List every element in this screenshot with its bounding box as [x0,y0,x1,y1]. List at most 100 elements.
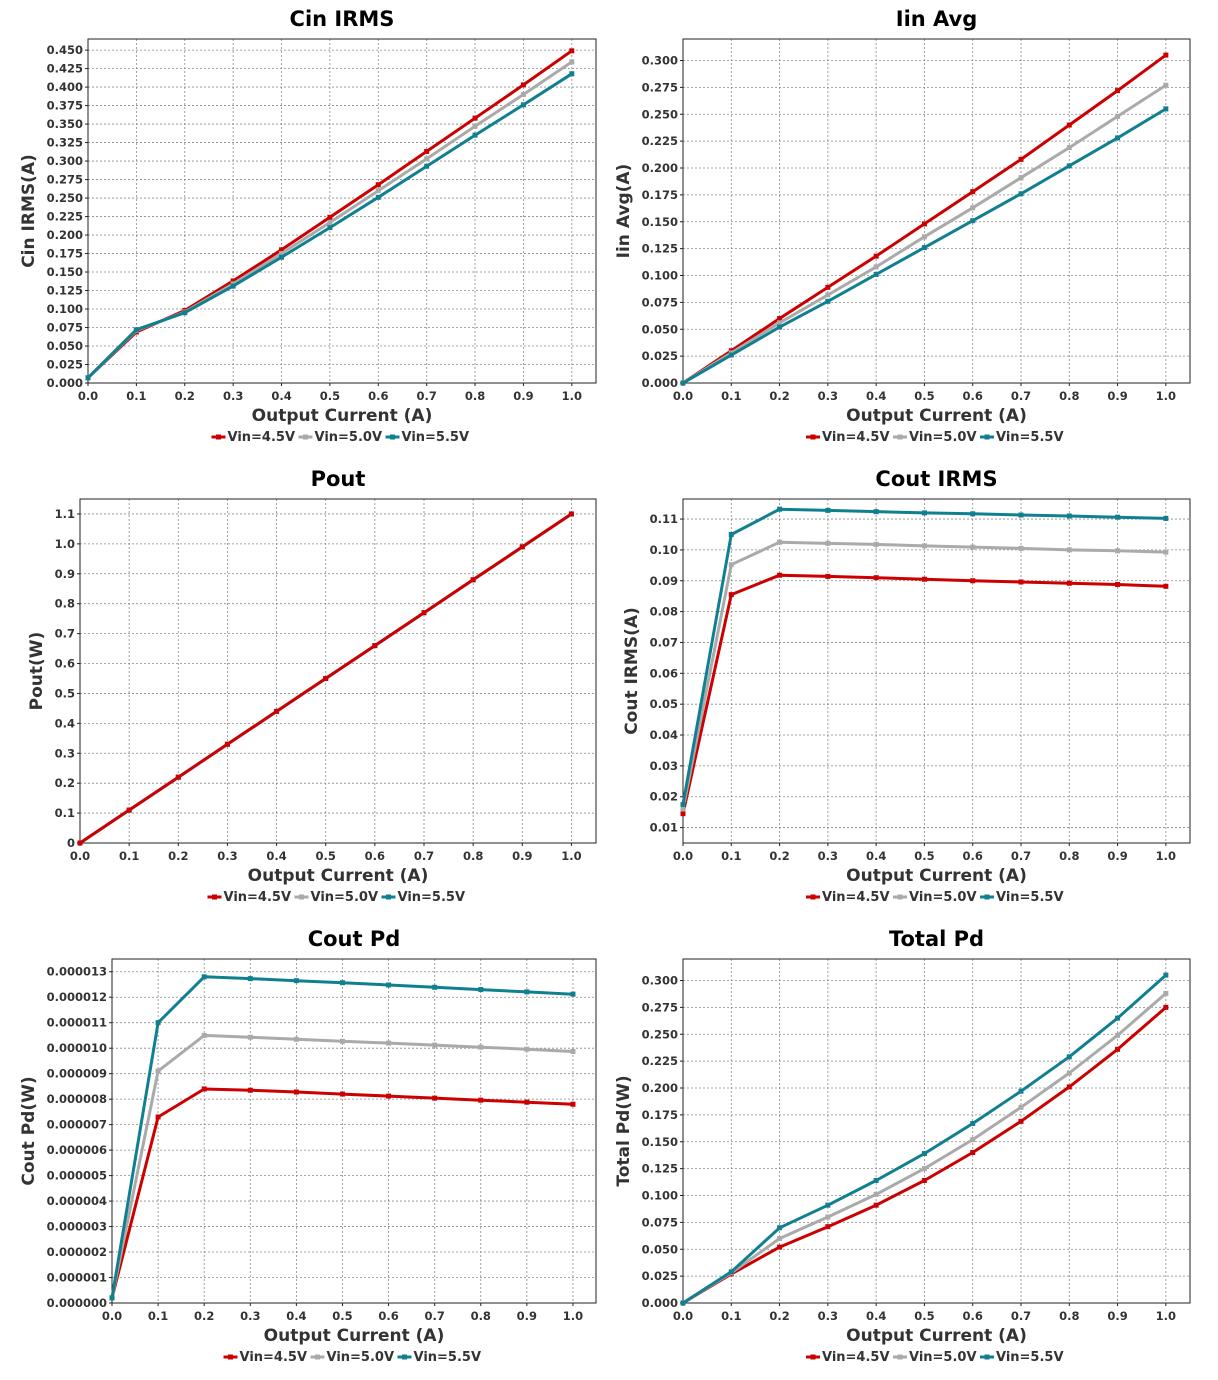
y-tick-label: 0.000008 [47,1092,107,1106]
data-point [155,1068,161,1074]
x-tick-label: 0.6 [365,849,385,863]
data-point [182,310,188,316]
data-point [520,91,526,97]
data-point [293,1089,299,1095]
x-tick-label: 0.6 [963,849,983,863]
x-tick-label: 1.0 [1156,849,1176,863]
x-tick-label: 0.4 [271,389,291,403]
data-point [1066,163,1072,169]
data-point [970,578,976,584]
data-point [921,245,927,251]
x-axis-label: Output Current (A) [248,866,429,886]
y-tick-label: 0.150 [642,215,678,229]
legend-label: Vin=5.5V [996,430,1064,445]
x-axis-label: Output Current (A) [264,1326,445,1346]
data-point [680,380,686,386]
y-tick-label: 0.3 [55,746,75,760]
x-tick-label: 1.0 [1156,389,1176,403]
data-point [109,1295,115,1301]
y-tick-label: 0.000012 [47,990,107,1004]
y-tick-label: 0.7 [55,627,75,641]
data-point [921,576,927,582]
data-point [873,1191,879,1197]
data-point [133,327,139,333]
x-tick-label: 0.0 [673,1309,693,1323]
data-point [224,741,230,747]
data-point [1066,122,1072,128]
x-tick-label: 0.5 [320,389,340,403]
data-point [921,234,927,240]
x-tick-label: 0.8 [1059,1309,1079,1323]
legend-marker [315,1354,320,1360]
chart-5: Cout Pd 0.000000 0.000001 0.000002 0.000003 0… [19,927,597,1365]
y-tick-label: 0.075 [642,295,678,309]
x-axis-label: Output Current (A) [252,406,433,426]
y-tick-label: 0.5 [55,686,75,700]
x-tick-label: 0.7 [416,389,436,403]
y-tick-label: 0.01 [650,821,678,835]
chart-title: Iin Avg [896,7,978,31]
y-tick-label: 0.8 [55,597,75,611]
x-tick-label: 0.2 [769,389,789,403]
x-tick-label: 1.0 [563,1309,583,1323]
x-tick-label: 1.0 [1156,1309,1176,1323]
data-point [825,1224,831,1230]
data-point [1163,1004,1169,1010]
data-point [386,982,392,988]
data-point [970,218,976,224]
y-tick-label: 0.000000 [47,1296,107,1310]
y-tick-label: 0.200 [47,228,83,242]
plot-area [87,38,597,384]
legend-label: Vin=4.5V [228,430,296,445]
data-point [570,1048,576,1054]
data-point [472,123,478,129]
data-point [680,811,686,817]
legend-marker [897,894,903,900]
data-point [728,531,734,537]
y-tick-label: 1.0 [55,537,75,551]
data-point [372,643,378,649]
data-point [175,774,181,780]
data-point [1066,1054,1072,1060]
data-point [825,292,831,298]
data-point [1066,1070,1072,1076]
legend-marker [228,1354,233,1360]
y-tick-label: 0.250 [47,191,83,205]
legend-label: Vin=5.0V [327,1350,395,1365]
y-tick-label: 0.050 [47,339,83,353]
data-point [386,1093,392,1099]
data-point [1163,583,1169,589]
data-point [421,610,427,616]
data-point [1163,549,1169,555]
y-tick-label: 0.2 [55,776,75,790]
data-point [520,102,526,108]
x-tick-label: 0.3 [818,389,838,403]
data-point [293,978,299,984]
x-tick-label: 0.9 [517,1309,537,1323]
x-tick-label: 0.4 [866,1309,886,1323]
data-point [201,1032,207,1038]
data-point [77,840,83,846]
data-point [424,163,430,169]
y-tick-label: 0.04 [650,728,678,742]
y-tick-label: 0.000003 [47,1220,107,1234]
data-point [155,1020,161,1026]
y-tick-label: 0.100 [642,269,678,283]
data-point [279,247,285,253]
data-point [1115,1046,1121,1052]
x-tick-label: 0.0 [673,389,693,403]
data-point [478,1097,484,1103]
legend-label: Vin=5.5V [996,1350,1064,1365]
data-point [247,1087,253,1093]
x-tick-label: 0.0 [673,849,693,863]
data-point [1163,106,1169,112]
data-point [1018,1104,1024,1110]
y-tick-label: 0.000001 [47,1271,107,1285]
legend-label: Vin=5.0V [909,890,977,905]
data-point [375,194,381,200]
legend-label: Vin=5.5V [996,890,1064,905]
y-tick-label: 0.300 [642,974,678,988]
y-axis-label: Pout(W) [27,632,47,711]
y-tick-label: 0.225 [47,210,83,224]
